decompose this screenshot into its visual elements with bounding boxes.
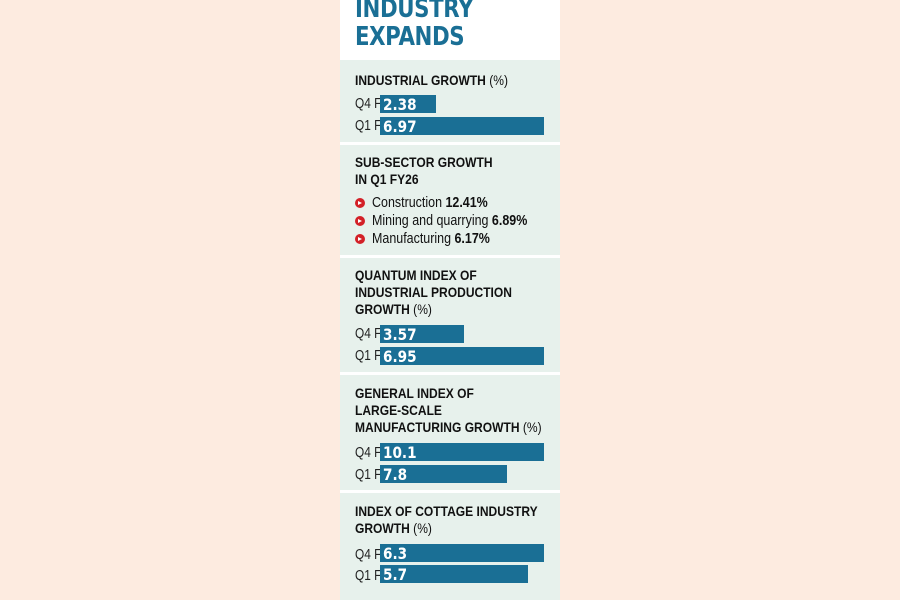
section-divider (340, 255, 560, 258)
bar-value-label: 3.57 (383, 325, 417, 344)
bar-value-label: 6.97 (383, 117, 417, 136)
bar-q1-fy26 (380, 347, 544, 365)
chart-title-line-3: MANUFACTURING GROWTH (%) (355, 419, 542, 435)
title-box: INDUSTRY EXPANDS (340, 0, 560, 57)
section-divider (340, 142, 560, 145)
chart-title-line-1: QUANTUM INDEX OF (355, 267, 477, 283)
chart-title-line-2: LARGE-SCALE (355, 402, 442, 418)
bar-value-label: 7.8 (383, 465, 408, 484)
chart-title: INDUSTRIAL GROWTH (%) (355, 72, 508, 89)
arrow-bullet-icon (355, 234, 365, 244)
bar-value-label: 10.1 (383, 443, 417, 462)
section-divider (340, 490, 560, 493)
infographic-title-line-1: INDUSTRY (355, 0, 474, 24)
list-title-line-1: SUB-SECTOR GROWTH (355, 154, 493, 170)
quantum-index-chart: QUANTUM INDEX OF INDUSTRIAL PRODUCTION G… (340, 258, 560, 372)
arrow-bullet-icon (355, 198, 365, 208)
section-divider (340, 57, 560, 60)
chart-title-line-3: GROWTH (%) (355, 301, 432, 317)
bar-q1-fy26 (380, 565, 528, 583)
chart-title-line-1: INDEX OF COTTAGE INDUSTRY (355, 503, 538, 519)
bar-q1-fy26 (380, 465, 507, 483)
section-divider (340, 372, 560, 375)
arrow-bullet-icon (355, 216, 365, 226)
chart-title-text: INDUSTRIAL GROWTH (355, 72, 486, 88)
list-title-line-2: IN Q1 FY26 (355, 171, 419, 187)
list-item: Construction 12.41% (372, 195, 488, 211)
bar-value-label: 6.3 (383, 544, 408, 563)
infographic-strip: INDUSTRY EXPANDS INDUSTRIAL GROWTH (%) Q… (340, 0, 560, 600)
list-item: Mining and quarrying 6.89% (372, 213, 528, 229)
chart-unit: (%) (489, 72, 508, 88)
bar-q4-fy25 (380, 443, 544, 461)
sub-sector-growth-list: SUB-SECTOR GROWTH IN Q1 FY26 Constructio… (340, 145, 560, 255)
bar-q4-fy25 (380, 544, 544, 562)
bar-value-label: 5.7 (383, 565, 408, 584)
large-scale-manufacturing-chart: GENERAL INDEX OF LARGE-SCALE MANUFACTURI… (340, 375, 560, 490)
infographic-title-line-2: EXPANDS (355, 22, 465, 52)
bar-q4-fy25 (380, 325, 464, 343)
bar-value-label: 6.95 (383, 347, 417, 366)
bar-value-label: 2.38 (383, 95, 417, 114)
cottage-industry-chart: INDEX OF COTTAGE INDUSTRY GROWTH (%) Q4 … (340, 493, 560, 600)
chart-title-line-2: INDUSTRIAL PRODUCTION (355, 284, 512, 300)
bar-q1-fy26 (380, 117, 544, 135)
industrial-growth-chart: INDUSTRIAL GROWTH (%) Q4 FY25 2.38 Q1 FY… (340, 60, 560, 142)
list-item: Manufacturing 6.17% (372, 231, 490, 247)
bar-q4-fy25 (380, 95, 436, 113)
chart-title-line-2: GROWTH (%) (355, 520, 432, 536)
chart-title-line-1: GENERAL INDEX OF (355, 385, 474, 401)
